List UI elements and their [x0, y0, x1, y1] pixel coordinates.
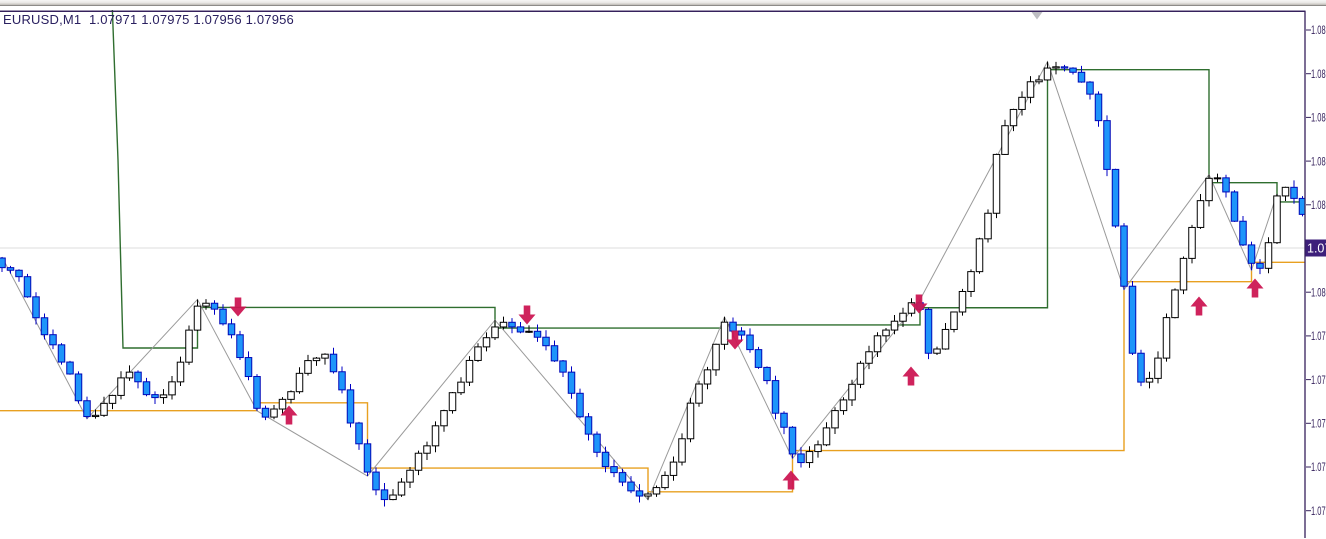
svg-text:1.0850: 1.0850	[1311, 67, 1326, 81]
svg-text:1.0840: 1.0840	[1311, 111, 1326, 125]
svg-text:1.0800: 1.0800	[1311, 285, 1326, 299]
svg-text:1.0770: 1.0770	[1311, 417, 1326, 431]
svg-text:1.0760: 1.0760	[1311, 460, 1326, 474]
svg-text:1.0750: 1.0750	[1311, 504, 1326, 518]
svg-text:1.0830: 1.0830	[1311, 154, 1326, 168]
svg-text:1.0860: 1.0860	[1311, 23, 1326, 37]
svg-text:1.0790: 1.0790	[1311, 329, 1326, 343]
svg-text:1.0820: 1.0820	[1311, 198, 1326, 212]
svg-text:1.0796: 1.0796	[1307, 242, 1326, 256]
svg-text:1.0780: 1.0780	[1311, 373, 1326, 387]
